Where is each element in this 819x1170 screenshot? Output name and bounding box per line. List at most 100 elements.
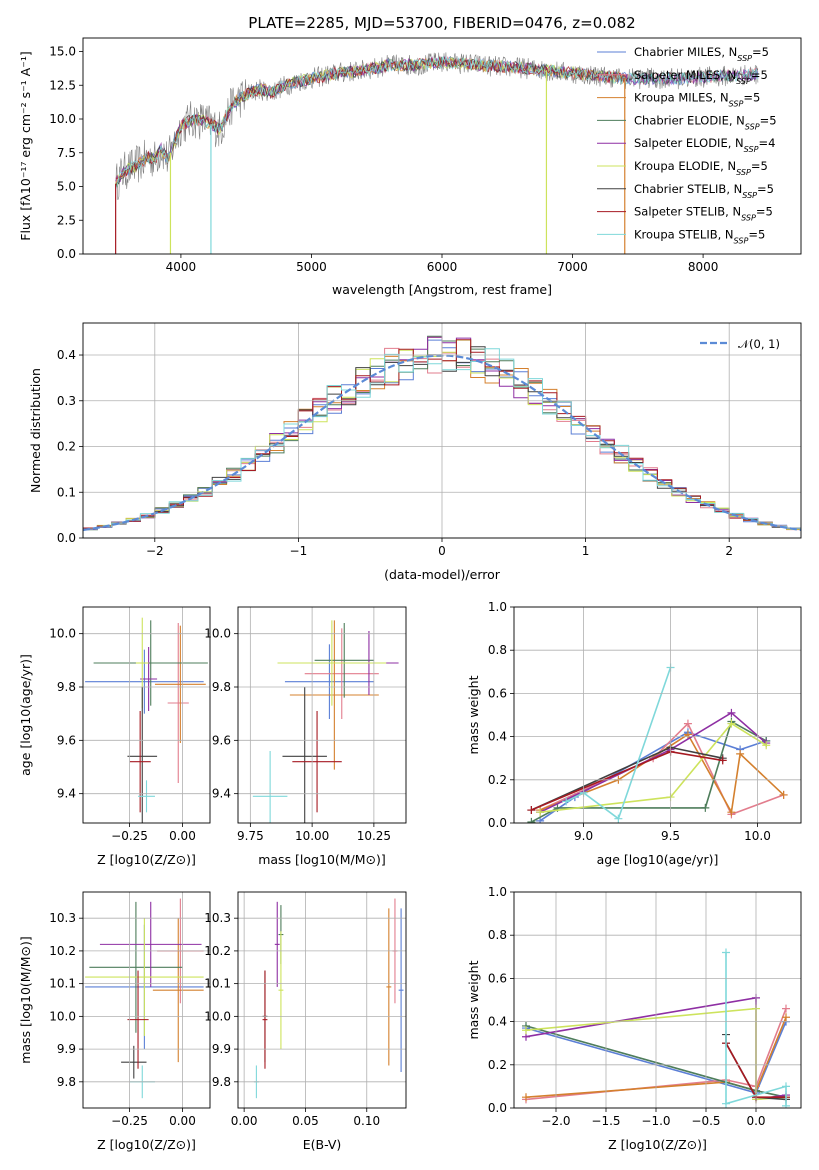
x-tick-label: −0.25 bbox=[111, 829, 148, 843]
weight-marker-8-1 bbox=[722, 1099, 730, 1108]
x-tick-label: 0.05 bbox=[292, 1114, 319, 1128]
x-tick-label: 2 bbox=[725, 544, 733, 558]
x-tick-label: −1 bbox=[290, 544, 308, 558]
axes-frame bbox=[82, 322, 802, 539]
legend-entry-3: Chabrier ELODIE, NSSP=5 bbox=[634, 113, 777, 130]
y-tick-label: 0.8 bbox=[488, 928, 507, 942]
x-tick-label: −1.0 bbox=[641, 1114, 670, 1128]
axes-frame bbox=[82, 606, 211, 824]
weight-marker-7-0 bbox=[527, 806, 536, 815]
x-tick-label: 0.00 bbox=[169, 1114, 196, 1128]
weight-marker-1-3 bbox=[782, 1004, 790, 1013]
axes-frame bbox=[82, 891, 211, 1109]
plot-area bbox=[85, 617, 208, 823]
y-axis-label: mass [log10(M/M⊙)] bbox=[18, 936, 33, 1064]
y-tick-label: 0.1 bbox=[57, 485, 76, 499]
y-tick-label: 10.0 bbox=[204, 1009, 231, 1023]
axes-frame bbox=[82, 37, 802, 255]
weight-marker-7-2 bbox=[718, 756, 727, 765]
panel-mass-weight-vs-metallicity: −2.0 −1.5 −1.0 −0.5 0.0 0.0 0.2 0.4 0.6 0.8 1.0 Z [… bbox=[466, 885, 802, 1152]
panel-age-vs-metallicity: −0.25 0.00 9.4 9.6 9.8 10.0 Z [log10(Z/Z⊙)] age… bbox=[18, 606, 211, 867]
y-tick-label: 9.9 bbox=[212, 1042, 231, 1056]
y-axis-label: mass weight bbox=[466, 675, 481, 754]
x-tick-label: −0.5 bbox=[691, 1114, 720, 1128]
y-tick-label: 10.3 bbox=[204, 911, 231, 925]
weight-marker-2-3 bbox=[782, 1013, 790, 1022]
weight-marker-8-0 bbox=[562, 797, 571, 806]
x-axis-label: Z [log10(Z/Z⊙)] bbox=[97, 1137, 196, 1152]
legend-entry-7: Salpeter STELIB, NSSP=5 bbox=[634, 205, 773, 223]
y-tick-label: 15.0 bbox=[49, 45, 76, 59]
weight-marker-4-2 bbox=[727, 708, 736, 717]
y-tick-label: 0.3 bbox=[57, 394, 76, 408]
plot-area bbox=[85, 898, 204, 1099]
y-tick-label: 5.0 bbox=[57, 180, 76, 194]
legend-entry-2: Kroupa MILES, NSSP=5 bbox=[634, 91, 760, 109]
weight-marker-5-0 bbox=[536, 808, 545, 817]
x-tick-label: 7000 bbox=[557, 260, 588, 274]
y-tick-label: 9.6 bbox=[57, 733, 76, 747]
y-tick-label: 7.5 bbox=[57, 146, 76, 160]
weight-marker-8-2 bbox=[614, 814, 623, 823]
plot-area bbox=[252, 620, 399, 823]
y-tick-label: 10.0 bbox=[204, 627, 231, 641]
x-axis-label: E(B-V) bbox=[303, 1137, 342, 1152]
y-tick-label: 9.8 bbox=[212, 680, 231, 694]
weight-marker-5-3 bbox=[762, 741, 771, 750]
plot-area bbox=[527, 663, 788, 823]
legend-entry-6: Chabrier STELIB, NSSP=5 bbox=[634, 182, 774, 200]
axes-frame bbox=[237, 891, 407, 1109]
y-tick-label: 10.2 bbox=[204, 944, 231, 958]
panel-age-vs-mass: 9.75 10.00 10.25 9.4 9.6 9.8 10.0 mass [log10(M… bbox=[204, 606, 407, 867]
y-tick-label: 0.0 bbox=[57, 531, 76, 545]
axes-frame bbox=[237, 606, 407, 824]
x-tick-label: 9.75 bbox=[237, 829, 264, 843]
weight-marker-2-3 bbox=[727, 808, 736, 817]
y-tick-label: 10.0 bbox=[49, 1009, 76, 1023]
y-tick-label: 0.4 bbox=[57, 348, 76, 362]
y-tick-label: 9.8 bbox=[57, 680, 76, 694]
weight-line-8 bbox=[565, 667, 672, 820]
y-tick-label: 1.0 bbox=[488, 885, 507, 899]
y-tick-label: 0.4 bbox=[488, 730, 507, 744]
y-tick-label: 2.5 bbox=[57, 213, 76, 227]
x-tick-label: 0.10 bbox=[353, 1114, 380, 1128]
legend-entry-4: Salpeter ELODIE, NSSP=4 bbox=[634, 136, 775, 154]
y-tick-label: 9.9 bbox=[57, 1042, 76, 1056]
x-tick-label: 1 bbox=[582, 544, 590, 558]
x-tick-label: 0.00 bbox=[169, 829, 196, 843]
plot-area bbox=[115, 52, 759, 254]
weight-marker-8-2 bbox=[782, 1082, 790, 1091]
weight-marker-2-4 bbox=[736, 749, 745, 758]
weight-marker-0-0 bbox=[536, 816, 545, 823]
x-tick-label: −2 bbox=[146, 544, 164, 558]
weight-marker-3-2 bbox=[701, 803, 710, 812]
y-tick-label: 10.0 bbox=[49, 627, 76, 641]
x-axis-label: Z [log10(Z/Z⊙)] bbox=[97, 852, 196, 867]
y-tick-label: 0.6 bbox=[488, 971, 507, 985]
x-tick-label: 6000 bbox=[427, 260, 458, 274]
weight-marker-2-5 bbox=[779, 790, 788, 799]
weight-marker-3-0 bbox=[527, 817, 536, 823]
y-tick-label: 9.8 bbox=[57, 1075, 76, 1089]
x-tick-label: 10.25 bbox=[357, 829, 391, 843]
x-axis-label: (data-model)/error bbox=[384, 567, 501, 582]
plot-area bbox=[253, 898, 404, 1099]
y-tick-label: 0.0 bbox=[488, 816, 507, 830]
y-tick-label: 10.3 bbox=[49, 911, 76, 925]
legend: Chabrier MILES, NSSP=5 Salpeter MILES, NS… bbox=[597, 45, 777, 245]
y-tick-label: 9.4 bbox=[212, 787, 231, 801]
model-line-8 bbox=[115, 56, 759, 187]
weight-marker-2-0 bbox=[522, 1093, 530, 1102]
y-tick-label: 10.0 bbox=[49, 112, 76, 126]
x-axis-label: wavelength [Angstrom, rest frame] bbox=[332, 282, 552, 297]
y-tick-label: 12.5 bbox=[49, 78, 76, 92]
x-tick-label: 4000 bbox=[166, 260, 197, 274]
legend-entry-1: Salpeter MILES, NSSP=5 bbox=[634, 68, 768, 86]
weight-line-2 bbox=[539, 733, 785, 815]
y-tick-label: 9.4 bbox=[57, 787, 76, 801]
panel-mass-weight-vs-age: 9.0 9.5 10.0 0.0 0.2 0.4 0.6 0.8 1.0 age [log10(a… bbox=[466, 600, 802, 867]
weight-line-1 bbox=[539, 722, 784, 816]
x-tick-label: −1.5 bbox=[591, 1114, 620, 1128]
